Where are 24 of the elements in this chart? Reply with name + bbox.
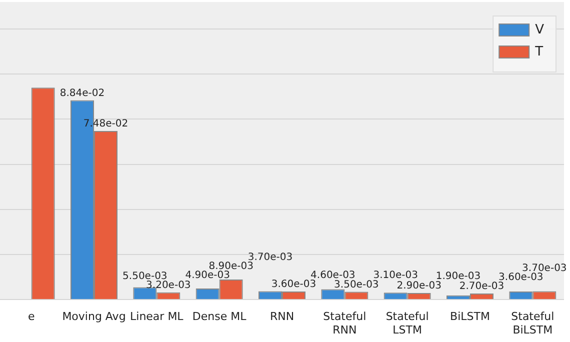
legend-label: T (534, 44, 544, 60)
x-tick-label: Dense ML (192, 310, 248, 324)
data-label: 8.84e-02 (60, 88, 105, 99)
x-tick-label: Stateful RNN (323, 310, 366, 336)
data-label: 1.90e-03 (436, 270, 481, 282)
x-tick-label: e (28, 310, 35, 324)
x-tick-label: Stateful BiLSTM (511, 310, 554, 336)
data-label: 2.70e-03 (459, 281, 504, 292)
data-label: 5.50e-03 (122, 270, 168, 282)
legend-label: V (535, 22, 544, 38)
data-label: 3.60e-03 (271, 279, 316, 290)
x-tick-label: RNN (270, 310, 294, 324)
x-tick-label: Linear ML (130, 310, 184, 324)
data-label: 3.70e-03 (522, 262, 567, 274)
x-tick-label: BiLSTM (450, 310, 490, 324)
data-label: 4.60e-03 (310, 270, 356, 281)
x-tick-label: Stateful LSTM (386, 310, 429, 336)
data-label: 4.90e-03 (185, 270, 230, 282)
x-tick-label: Moving Avg (62, 310, 126, 324)
data-label: 3.70e-03 (248, 252, 293, 263)
data-label: 3.10e-03 (373, 270, 418, 282)
data-label: 3.20e-03 (146, 280, 191, 291)
data-label: 2.90e-03 (396, 280, 442, 292)
data-label: 3.50e-03 (334, 279, 379, 290)
